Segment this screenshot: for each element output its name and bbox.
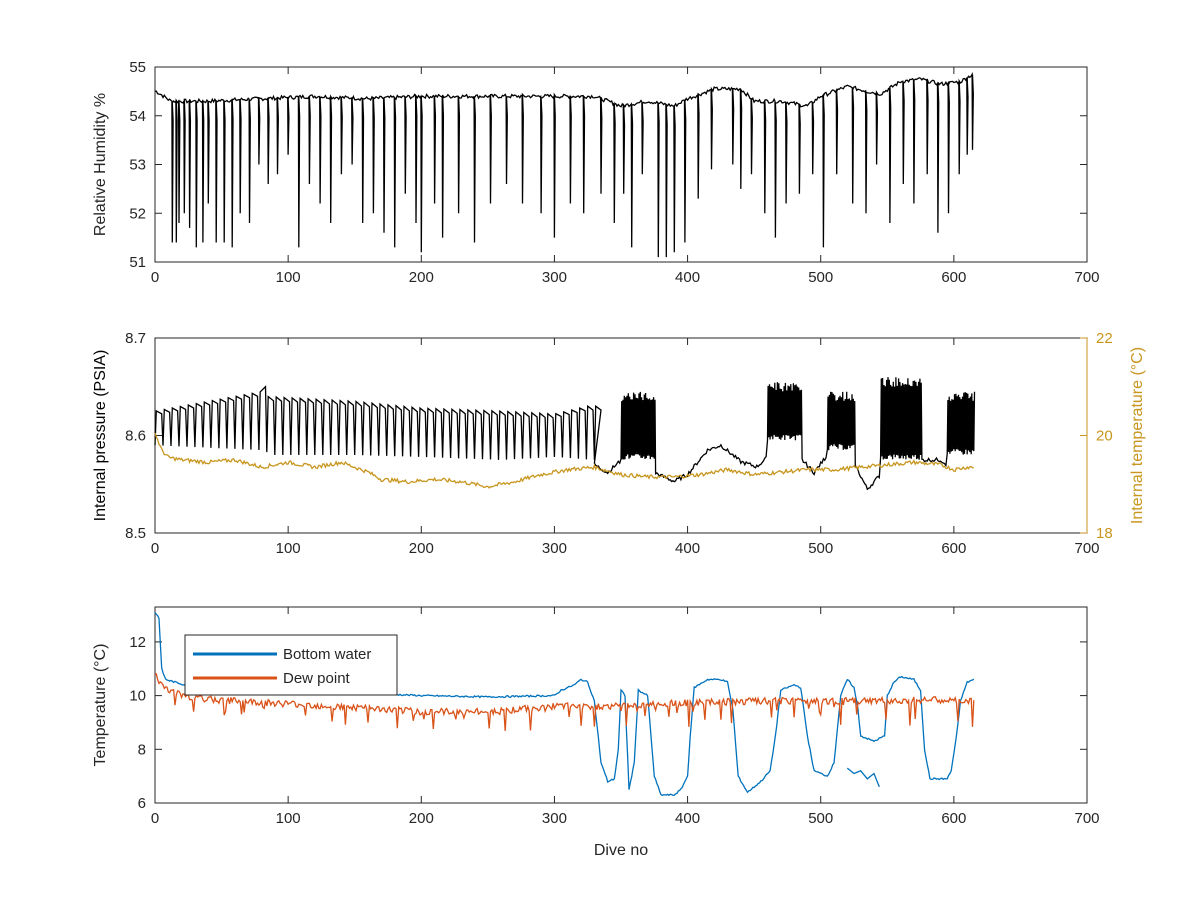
x-tick-label: 200 <box>409 269 434 286</box>
x-tick-label: 400 <box>675 540 700 557</box>
legend-box <box>184 634 398 696</box>
chart-panel-temperature: 0 100 200 300 400 500 600 700 6 8 10 12 Temperature … <box>92 606 1100 859</box>
y-tick-label: 51 <box>129 254 146 271</box>
y-tick-label: 10 <box>129 688 146 705</box>
y-axis-label: Internal pressure (PSIA) <box>92 350 109 522</box>
y-tick-label: 8.7 <box>125 330 146 347</box>
y-tick-label: 55 <box>129 59 146 76</box>
x-tick-label: 0 <box>151 540 159 557</box>
x-tick-label: 200 <box>409 810 434 827</box>
y2-tick-label: 20 <box>1096 428 1113 445</box>
x-tick-label: 300 <box>542 810 567 827</box>
x-tick-label: 700 <box>1074 810 1099 827</box>
y-tick-label: 8.6 <box>125 428 146 445</box>
x-tick-label: 500 <box>808 540 833 557</box>
series-line-1-1 <box>154 432 974 489</box>
x-tick-label: 400 <box>675 810 700 827</box>
plot-box <box>154 606 1088 804</box>
x-tick-label: 0 <box>151 810 159 827</box>
chart-panel-humidity: 0 100 200 300 400 500 600 700 51 52 53 54 55 Relative… <box>92 59 1100 286</box>
y-axis-label: Temperature (°C) <box>92 644 109 767</box>
legend: Bottom water Dew point <box>184 634 398 696</box>
x-tick-label: 500 <box>808 269 833 286</box>
x-tick-label: 300 <box>542 540 567 557</box>
y-tick-label: 12 <box>129 634 146 651</box>
y-tick-label: 53 <box>129 157 146 174</box>
x-tick-label: 0 <box>151 269 159 286</box>
x-tick-label: 100 <box>276 810 301 827</box>
legend-label: Bottom water <box>283 646 371 663</box>
series-line-2-1 <box>155 673 975 731</box>
y-tick-label: 8 <box>138 741 146 758</box>
legend-label: Dew point <box>283 670 351 687</box>
x-tick-label: 600 <box>941 810 966 827</box>
x-tick-label: 700 <box>1074 540 1099 557</box>
y2-tick-label: 22 <box>1096 330 1113 347</box>
x-tick-label: 100 <box>276 269 301 286</box>
x-tick-label: 600 <box>941 540 966 557</box>
x-tick-label: 600 <box>941 269 966 286</box>
y-tick-label: 8.5 <box>125 525 146 542</box>
y-tick-label: 6 <box>138 795 146 812</box>
y2-tick-label: 18 <box>1096 525 1113 542</box>
y-axis-label: Relative Humidity % <box>92 93 109 236</box>
x-tick-label: 500 <box>808 810 833 827</box>
x-tick-label: 300 <box>542 269 567 286</box>
x-axis-label: Dive no <box>594 842 648 859</box>
x-tick-label: 400 <box>675 269 700 286</box>
series-line-1-0 <box>154 377 976 491</box>
y-tick-label: 54 <box>129 108 146 125</box>
x-tick-label: 100 <box>276 540 301 557</box>
chart-panel-pressure-temperature: 0 100 200 300 400 500 600 700 8.5 8.6 8.7 18 20 22 Int… <box>92 330 1146 557</box>
series-line-segment-2-0 <box>846 767 880 788</box>
x-tick-label: 200 <box>409 540 434 557</box>
x-tick-label: 700 <box>1074 269 1099 286</box>
y-tick-label: 52 <box>129 205 146 222</box>
series-line-0-0 <box>154 71 974 258</box>
y2-axis-label: Internal temperature (°C) <box>1129 347 1146 524</box>
